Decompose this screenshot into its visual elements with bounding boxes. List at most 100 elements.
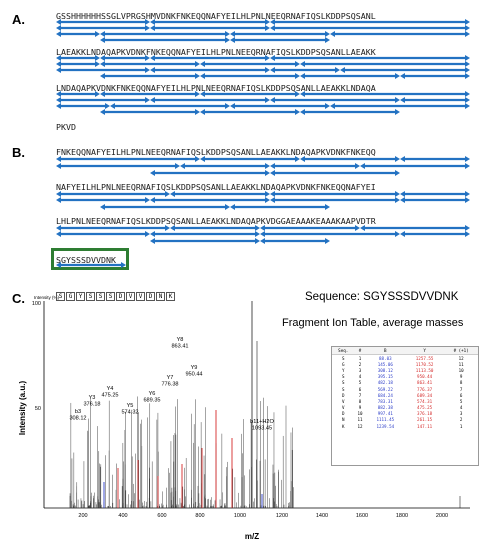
peptide-arrow — [300, 61, 470, 67]
peptide-arrow — [200, 156, 300, 162]
ion-table-cell: V — [341, 405, 345, 411]
ion-table-cell: V — [341, 398, 345, 404]
ion-table-cell: 308.12 — [377, 367, 393, 373]
peptide-arrow — [230, 31, 330, 37]
peptide-arrow — [230, 204, 330, 210]
highlight-box — [51, 248, 129, 270]
ion-table-cell: 12 — [458, 355, 464, 361]
ion-table-cell: 7 — [459, 386, 463, 392]
peptide-arrow — [270, 67, 340, 73]
ion-table-cell: 1 — [459, 423, 463, 429]
ion-table-cell: 1257.55 — [415, 355, 434, 361]
ion-table-cell: S — [341, 374, 345, 380]
ion-table-cell: 783.31 — [377, 398, 393, 404]
ms-spectrum: 100 50 200 400 600 800 1000 1200 1400 1600 1800 200… — [18, 301, 470, 541]
y-tick-label: 100 — [32, 301, 41, 307]
y-axis-label: Intensity (a.u.) — [18, 381, 27, 436]
ion-table-cell: 1 — [358, 355, 362, 361]
ion-table-cell: Y — [341, 367, 345, 373]
sequence-letter: S — [106, 292, 115, 301]
peptide-arrow — [270, 170, 400, 176]
ion-table-cell: 6 — [358, 386, 362, 392]
x-tick-label: 1200 — [276, 513, 288, 519]
ion-table-row: V 8 783.31 574.31 5 — [332, 398, 478, 404]
peptide-arrow — [150, 55, 270, 61]
x-tick-label: 1000 — [234, 513, 246, 519]
ion-table-cell: 689.34 — [417, 392, 433, 398]
peptide-arrow — [400, 97, 470, 103]
ion-table-cell: 3 — [459, 411, 463, 417]
ion-table-cell: 776.37 — [417, 386, 433, 392]
peptide-arrow — [100, 204, 230, 210]
sequence-letter: S — [56, 292, 65, 301]
ion-table-header-cell: # — [354, 347, 366, 355]
peptide-arrow — [270, 191, 400, 197]
peptide-arrow — [270, 163, 360, 169]
ion-table-cell: S — [341, 380, 345, 386]
ion-table-cell: 147.11 — [417, 423, 433, 429]
peptide-arrow — [170, 225, 260, 231]
ion-table-header: Seq. # B Y # (+1) — [332, 347, 478, 355]
x-axis-label: m/Z — [245, 532, 259, 541]
ion-table-cell: 482.18 — [377, 380, 393, 386]
peptide-arrow — [260, 231, 400, 237]
peptide-arrow — [150, 67, 270, 73]
panel-b-line-1: FNKEQQNAFYEILHLPNLNEEQRNAFIQSLKDDPSQSANL… — [56, 147, 376, 157]
ion-table-row: Y 3 308.12 1113.50 10 — [332, 367, 478, 373]
sequence-letter: V — [136, 292, 145, 301]
ion-table-cell: 11 — [458, 361, 464, 367]
ion-table-cell: 11 — [357, 417, 363, 423]
ion-table-cell: S — [341, 386, 345, 392]
peptide-arrow — [270, 197, 400, 203]
ion-table-row: V 9 882.38 475.25 4 — [332, 405, 478, 411]
ion-table-cell: 9 — [358, 405, 362, 411]
x-tick-label: 600 — [157, 513, 166, 519]
ion-table-cell: 3 — [358, 367, 362, 373]
panel-c-label: C. — [12, 291, 25, 306]
ion-table-cell: S — [341, 355, 345, 361]
peptide-arrow — [230, 103, 330, 109]
x-tick-label: 1800 — [396, 513, 408, 519]
peptide-arrow — [270, 55, 470, 61]
ion-table-cell: 950.44 — [417, 374, 433, 380]
ion-table-row: S 4 395.15 950.44 9 — [332, 374, 478, 380]
peak-mz-label: 863.41 — [171, 344, 188, 350]
ion-table-cell: 12 — [357, 423, 363, 429]
peptide-arrow — [340, 67, 470, 73]
peptide-arrow — [150, 19, 270, 25]
intensity-percent-label: Intensity (%) — [34, 295, 60, 300]
peptide-arrow — [56, 55, 100, 61]
fragment-table-title: Fragment Ion Table, average masses — [282, 317, 464, 329]
peptide-arrow — [270, 97, 400, 103]
peak-ion-label: Y6 — [149, 391, 156, 397]
x-tick-label: 400 — [118, 513, 127, 519]
panel-a-line-4: PKVD — [56, 122, 76, 132]
ion-table-cell: 1113.50 — [415, 367, 434, 373]
coverage-arrows — [56, 19, 470, 268]
ion-table-cell: K — [341, 423, 345, 429]
peptide-arrow — [56, 225, 170, 231]
peptide-arrow — [56, 31, 100, 37]
ion-table-cell: 5 — [459, 398, 463, 404]
peak-ion-label: b3 — [75, 409, 81, 415]
ion-table-cell: 395.15 — [377, 374, 393, 380]
ion-table-cell: 684.24 — [377, 392, 393, 398]
peptide-arrow — [100, 55, 150, 61]
peptide-arrow — [56, 231, 150, 237]
peptide-arrow — [56, 156, 200, 162]
ion-table-cell: 882.38 — [377, 405, 393, 411]
peptide-arrow — [56, 61, 100, 67]
peak-mz-label: 475.25 — [101, 393, 118, 399]
ion-table-cell: 9 — [459, 374, 463, 380]
ion-table-body: S 1 88.03 1257.55 12 G 2 145.06 1170.52 11 Y 3 308.1… — [332, 355, 478, 430]
peak-mz-label: 308.12 — [69, 416, 86, 422]
peak-mz-label: 1093.45 — [252, 426, 272, 432]
ion-table-cell: 2 — [459, 417, 463, 423]
peptide-arrow — [200, 61, 300, 67]
peptide-arrow — [56, 191, 170, 197]
peptide-arrow — [200, 91, 300, 97]
peak-ion-label: Y5 — [127, 403, 134, 409]
peptide-arrow — [150, 238, 260, 244]
peptide-arrow — [100, 109, 200, 115]
